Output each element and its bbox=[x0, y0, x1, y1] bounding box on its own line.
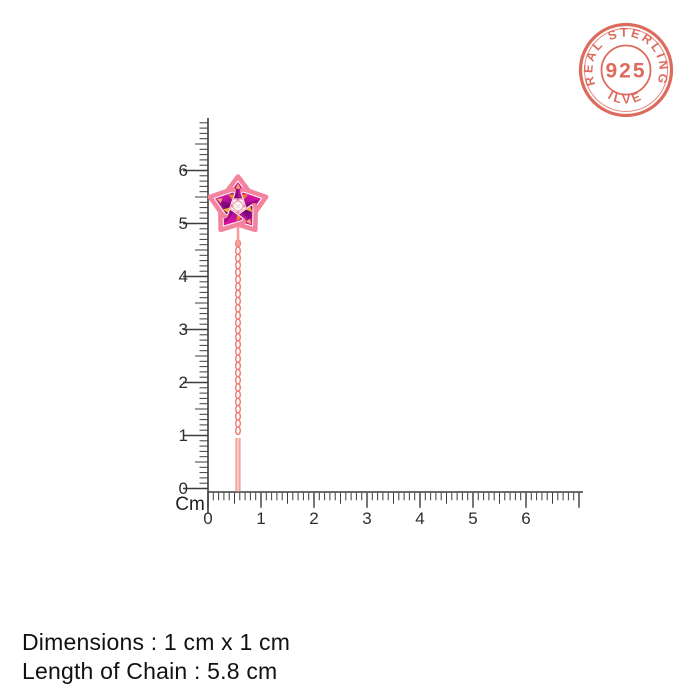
v-ruler-label-2: 2 bbox=[179, 373, 188, 392]
h-ruler-label-6: 6 bbox=[521, 509, 530, 528]
v-ruler-label-0: 0 bbox=[179, 479, 188, 498]
v-ruler-label-6: 6 bbox=[179, 161, 188, 180]
chain-length-text: Length of Chain : 5.8 cm bbox=[22, 658, 278, 684]
h-ruler-label-3: 3 bbox=[362, 509, 371, 528]
h-ruler-label-2: 2 bbox=[309, 509, 318, 528]
stamp-center-ring bbox=[600, 44, 652, 96]
ruler-unit-label: Cm bbox=[175, 494, 205, 515]
earring-post bbox=[235, 438, 241, 492]
h-ruler-label-5: 5 bbox=[468, 509, 477, 528]
vertical-ruler: 0 1 2 3 4 5 6 Cm bbox=[175, 118, 209, 515]
h-ruler-label-0: 0 bbox=[203, 509, 212, 528]
flower-gem bbox=[206, 177, 271, 246]
horizontal-ruler: 0 1 2 3 4 5 6 bbox=[203, 491, 583, 528]
v-ruler-label-1: 1 bbox=[179, 426, 188, 445]
sterling-silver-stamp: REAL STERLING SILVER 925 bbox=[0, 0, 674, 118]
measurement-notes: Dimensions : 1 cm x 1 cm Length of Chain… bbox=[22, 628, 290, 686]
h-ruler-label-4: 4 bbox=[415, 509, 424, 528]
h-ruler-label-1: 1 bbox=[256, 509, 265, 528]
v-ruler-label-5: 5 bbox=[179, 214, 188, 233]
vertical-ruler-ticks bbox=[183, 122, 208, 490]
dimensions-text: Dimensions : 1 cm x 1 cm bbox=[22, 629, 291, 655]
earring-product bbox=[206, 177, 271, 492]
stamp-outer-ring bbox=[578, 22, 674, 118]
horizontal-ruler-ticks bbox=[207, 492, 580, 508]
v-ruler-label-4: 4 bbox=[179, 267, 188, 286]
stamp-bottom-text: SILVER bbox=[0, 0, 646, 107]
stamp-925-text: 925 bbox=[605, 60, 646, 83]
v-ruler-label-3: 3 bbox=[179, 320, 188, 339]
earring-chain bbox=[234, 239, 242, 436]
stamp-inner-ring bbox=[584, 28, 668, 112]
